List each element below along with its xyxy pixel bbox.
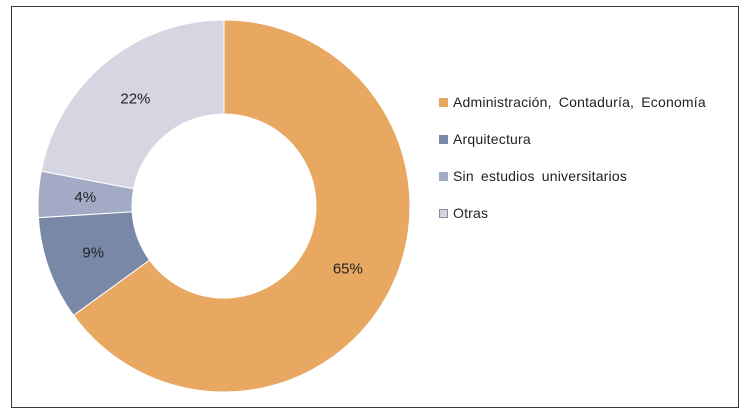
slice-administracion xyxy=(72,19,411,393)
legend-label: Arquitectura xyxy=(453,131,531,147)
slice-otras xyxy=(40,19,225,190)
slice-value-label: 9% xyxy=(82,245,104,262)
legend-label: Administración, Contaduría, Economía xyxy=(453,94,706,110)
legend-swatch xyxy=(439,208,448,218)
legend-label: Otras xyxy=(453,205,489,221)
legend-label: Sin estudios universitarios xyxy=(453,168,628,184)
legend-swatch xyxy=(439,171,448,181)
legend-item-administracion: Administración, Contaduría, Economía xyxy=(439,92,706,112)
legend-swatch xyxy=(439,134,448,144)
slice-value-label: 4% xyxy=(74,189,96,206)
slice-value-label: 22% xyxy=(120,90,150,107)
slice-value-label: 65% xyxy=(333,261,363,278)
donut-slices xyxy=(37,19,411,393)
legend-item-sin-estudios: Sin estudios universitarios xyxy=(439,166,627,186)
legend-swatch xyxy=(439,97,448,107)
legend-item-otras: Otras xyxy=(439,203,488,223)
legend-item-arquitectura: Arquitectura xyxy=(439,129,531,149)
donut-slice-labels: 65% 9% 4% 22% xyxy=(74,90,362,277)
